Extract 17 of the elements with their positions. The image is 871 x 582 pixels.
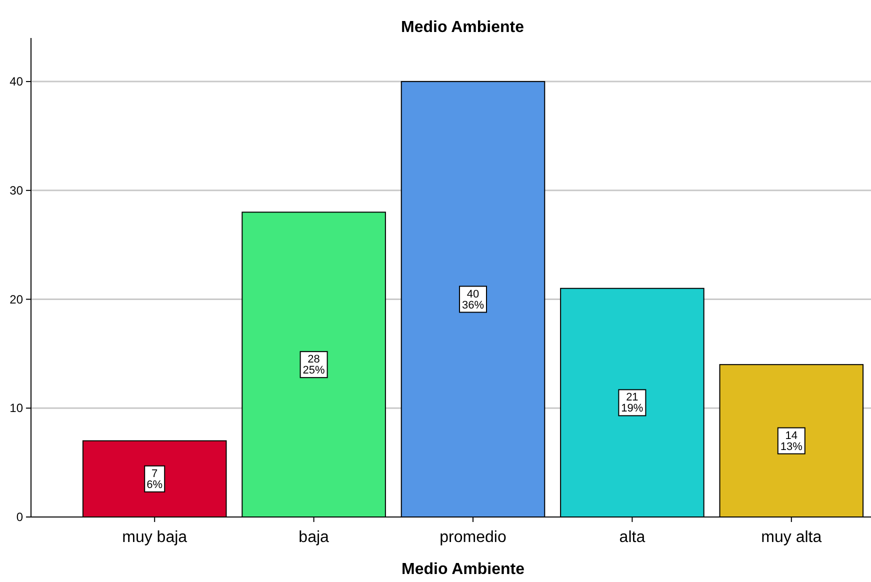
x-tick-label: muy alta [761,529,822,546]
y-tick-label: 40 [10,74,24,89]
data-label: 7 6% [146,468,163,491]
x-tick-label: baja [298,529,330,546]
y-tick-label: 0 [16,510,24,524]
x-tick-label: muy baja [122,529,188,546]
x-tick-label: promedio [440,529,506,546]
y-tick-label: 20 [10,292,24,306]
chart-title: Medio Ambiente [401,19,524,36]
x-axis-title: Medio Ambiente [402,561,525,578]
data-label: 28 25% [302,354,326,377]
data-label: 21 19% [621,392,644,415]
x-tick-label: alta [619,529,646,546]
y-tick-label: 10 [10,401,24,416]
data-label: 14 13% [780,430,803,453]
y-tick-label: 30 [10,183,24,198]
data-label: 40 36% [462,288,484,312]
